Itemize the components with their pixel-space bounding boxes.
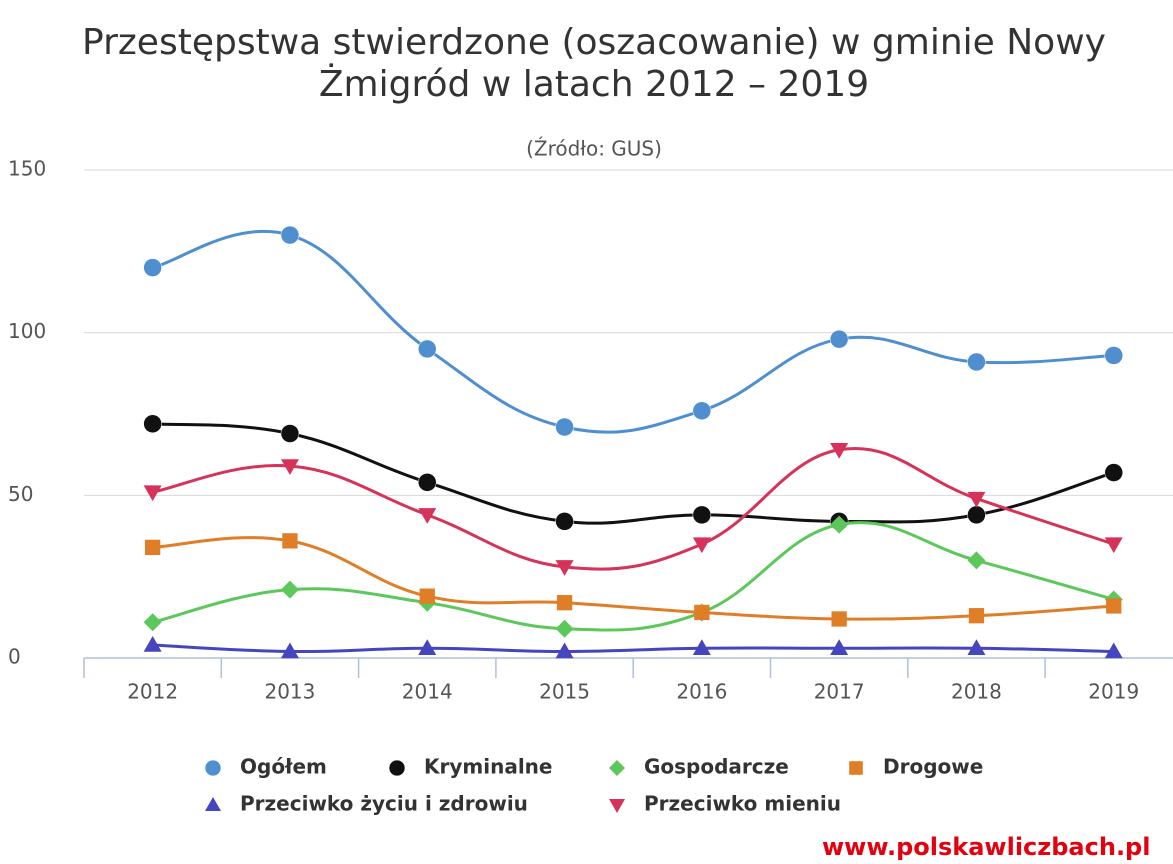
legend-marker	[849, 761, 863, 775]
marker	[968, 608, 985, 624]
x-tick-label: 2015	[539, 680, 590, 704]
marker	[967, 352, 986, 372]
series-line	[152, 521, 1115, 632]
marker	[967, 551, 986, 570]
marker	[692, 401, 712, 420]
marker	[830, 639, 849, 655]
legend-marker	[388, 759, 406, 777]
y-tick-label: 0	[8, 645, 21, 669]
series-line	[152, 536, 1114, 621]
marker	[418, 473, 437, 492]
legend-marker	[609, 799, 625, 813]
marker	[280, 642, 299, 659]
marker	[830, 515, 849, 534]
marker	[967, 505, 986, 525]
legend-label: Kryminalne	[424, 755, 553, 779]
marker	[143, 485, 162, 502]
legend-marker	[204, 759, 222, 777]
marker	[419, 588, 435, 604]
marker	[280, 424, 300, 443]
marker	[143, 613, 162, 632]
x-tick-label: 2013	[264, 680, 315, 704]
y-tick-label: 150	[8, 157, 46, 181]
marker	[829, 329, 849, 349]
marker	[967, 491, 986, 508]
marker	[143, 414, 162, 434]
legend-label: Drogowe	[883, 755, 983, 779]
legend-label: Przeciwko życiu i zdrowiu	[240, 792, 528, 816]
series-line	[152, 643, 1114, 654]
marker	[555, 417, 574, 437]
marker	[145, 539, 161, 556]
marker	[418, 639, 437, 655]
series-line	[152, 447, 1115, 571]
marker	[418, 508, 437, 524]
marker	[280, 580, 299, 599]
y-tick-label: 100	[8, 319, 46, 343]
watermark: www.polskawliczbach.pl	[822, 833, 1150, 861]
marker	[556, 595, 573, 611]
marker	[1104, 537, 1123, 554]
marker	[1104, 642, 1123, 659]
legend-label: Ogółem	[240, 755, 327, 779]
marker	[280, 225, 300, 245]
legend-marker	[609, 760, 625, 776]
marker	[555, 560, 574, 576]
chart-title: Żmigród w latach 2012 – 2019	[319, 63, 869, 105]
marker	[282, 533, 298, 549]
legend-label: Gospodarcze	[644, 755, 789, 779]
y-tick-label: 50	[8, 482, 33, 506]
chart-subtitle: (Źródło: GUS)	[526, 137, 662, 161]
series-line	[152, 422, 1115, 525]
x-tick-label: 2018	[951, 680, 1002, 704]
legend-label: Przeciwko mieniu	[644, 792, 841, 816]
marker	[694, 604, 710, 621]
x-tick-label: 2019	[1088, 680, 1139, 704]
marker	[555, 619, 574, 638]
marker	[692, 639, 711, 655]
marker	[1104, 463, 1123, 482]
x-tick-label: 2016	[676, 680, 727, 704]
marker	[967, 639, 986, 655]
chart-title: Przestępstwa stwierdzone (oszacowanie) w…	[82, 22, 1106, 63]
marker	[280, 459, 299, 476]
legend-marker	[205, 797, 221, 811]
series-line	[152, 229, 1114, 434]
marker	[555, 642, 574, 659]
marker	[1104, 346, 1123, 365]
marker	[418, 339, 437, 359]
x-tick-label: 2014	[402, 680, 453, 704]
marker	[831, 611, 847, 627]
marker	[143, 258, 162, 277]
marker	[555, 512, 574, 531]
marker	[143, 635, 162, 652]
x-tick-label: 2012	[127, 680, 178, 704]
marker	[692, 505, 712, 525]
marker	[1106, 598, 1122, 614]
x-tick-label: 2017	[814, 680, 865, 704]
marker	[692, 537, 711, 554]
marker	[830, 443, 849, 459]
